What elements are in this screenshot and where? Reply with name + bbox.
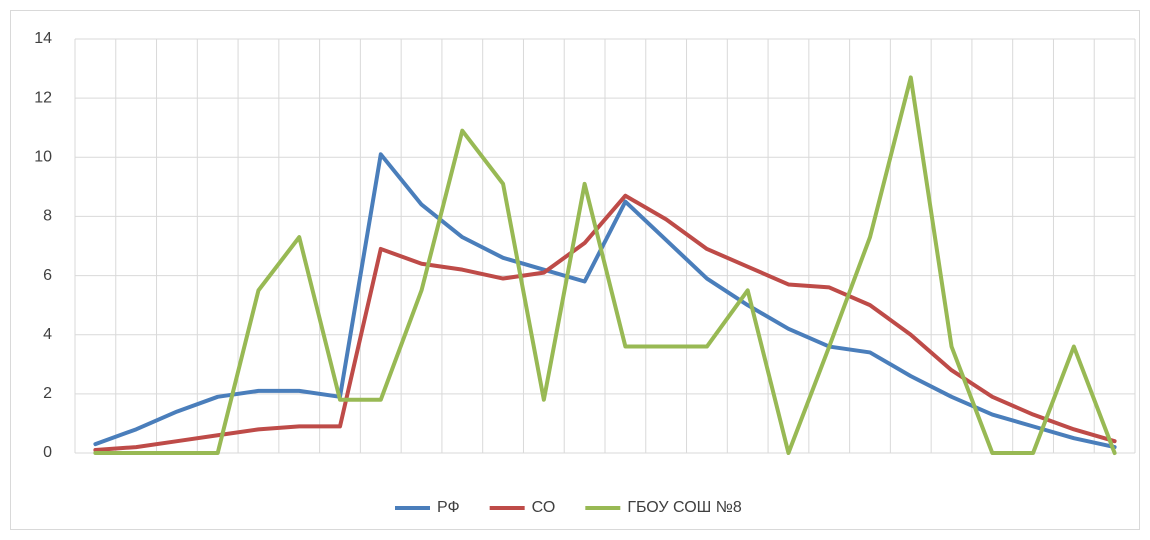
series-line — [93, 193, 1117, 453]
y-tick-label: 2 — [43, 385, 52, 402]
legend-label: ГБОУ СОШ №8 — [627, 499, 742, 516]
y-tick-label: 10 — [34, 149, 52, 166]
y-tick-label: 6 — [43, 267, 52, 284]
series-line — [93, 152, 1117, 450]
series-line — [93, 75, 1117, 455]
y-tick-label: 4 — [43, 326, 52, 343]
legend-label: СО — [532, 499, 556, 516]
chart-border — [10, 10, 1140, 530]
legend-label: РФ — [437, 499, 460, 516]
y-tick-label: 8 — [43, 208, 52, 225]
y-tick-label: 0 — [43, 444, 52, 461]
y-tick-label: 14 — [34, 30, 52, 47]
y-tick-label: 12 — [34, 89, 52, 106]
